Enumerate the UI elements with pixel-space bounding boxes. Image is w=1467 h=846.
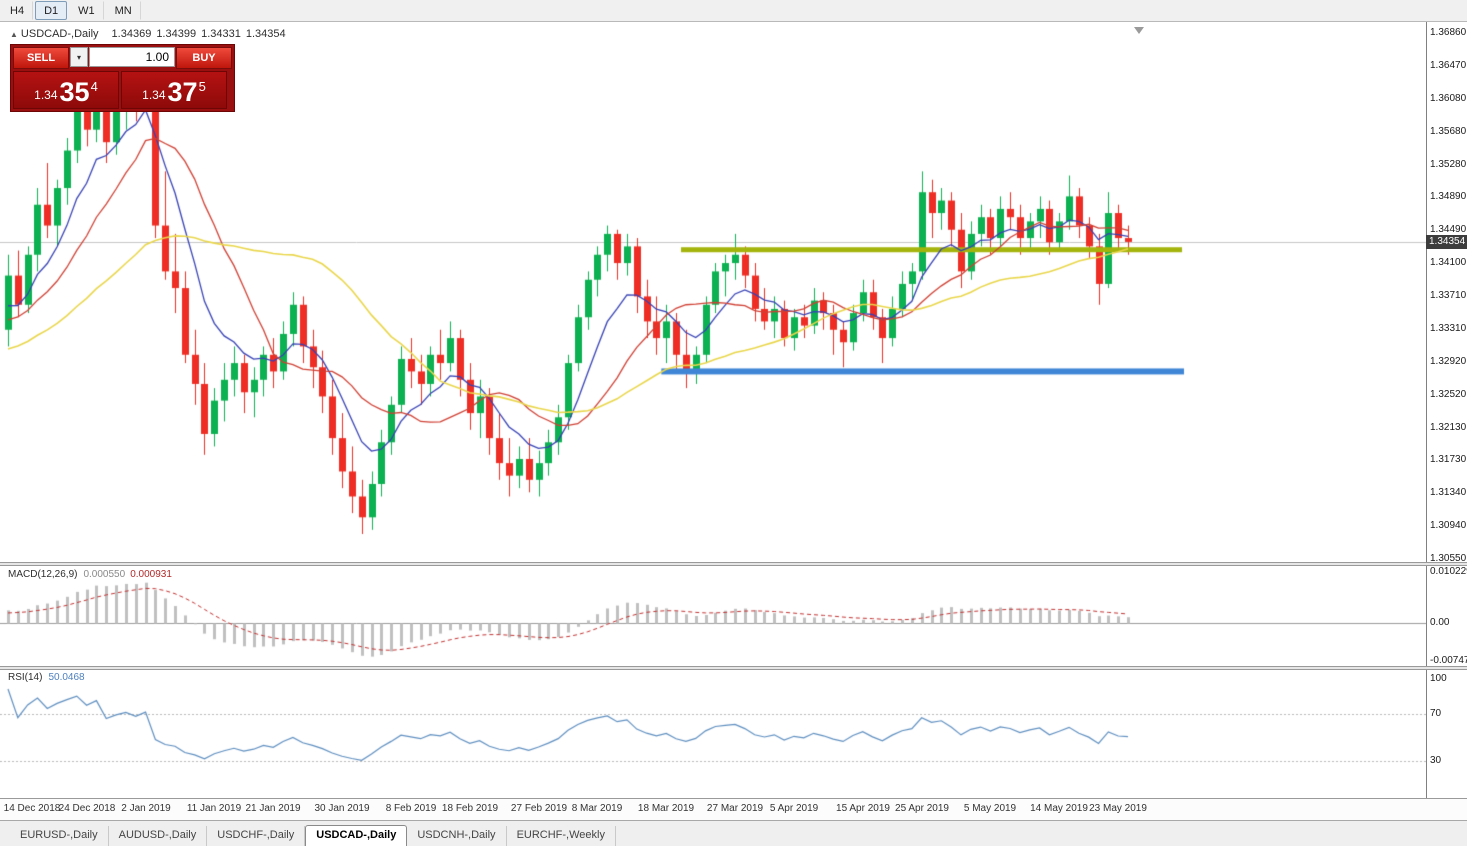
volume-dropdown-button[interactable]: ▾	[70, 47, 88, 67]
collapse-icon[interactable]: ▲	[10, 30, 18, 39]
date-axis[interactable]	[0, 798, 1467, 820]
ohlc-high: 1.34399	[156, 28, 197, 40]
sell-price-big: 35	[59, 77, 90, 107]
macd-main-value: 0.000550	[83, 569, 126, 580]
price-axis[interactable]	[1426, 21, 1467, 798]
timeframe-button[interactable]: H4	[1, 1, 34, 20]
one-click-trade-panel: SELL ▾ BUY 1.34 35 4 1.34 37 5	[10, 44, 235, 112]
buy-price-big: 37	[167, 77, 198, 107]
ohlc-close: 1.34354	[245, 28, 286, 40]
timeframe-button[interactable]: D1	[35, 1, 68, 20]
panel-separator-macd[interactable]	[0, 562, 1467, 566]
symbol-tab[interactable]: EURCHF-,Weekly	[507, 826, 616, 846]
macd-name: MACD(12,26,9)	[8, 569, 78, 580]
symbol-tab[interactable]: USDCHF-,Daily	[207, 826, 306, 846]
chart-shift-marker-icon[interactable]	[1134, 27, 1144, 34]
rsi-indicator-label: RSI(14) 50.0468	[8, 672, 85, 683]
symbol-tab[interactable]: USDCNH-,Daily	[407, 826, 507, 846]
ohlc-low: 1.34331	[201, 28, 241, 40]
symbol-tab[interactable]: USDCAD-,Daily	[305, 825, 408, 846]
chevron-down-icon: ▾	[76, 52, 81, 62]
symbol-tab[interactable]: EURUSD-,Daily	[10, 826, 109, 846]
chart-header: ▲ USDCAD-,Daily 1.34369 1.34399 1.34331 1.343…	[10, 28, 286, 40]
current-price-badge: 1.34354	[1426, 235, 1467, 249]
timeframe-toolbar: H4 D1 W1 MN	[0, 0, 1467, 22]
timeframe-buttons: H4 D1 W1 MN	[0, 1, 142, 20]
macd-signal-value: 0.000931	[130, 569, 172, 580]
sell-price-prefix: 1.34	[34, 88, 58, 102]
sell-quote-panel[interactable]: 1.34 35 4	[13, 71, 119, 109]
symbol-tab[interactable]: AUDUSD-,Daily	[109, 826, 208, 846]
sell-button[interactable]: SELL	[13, 47, 69, 69]
sell-price-sup: 4	[90, 79, 98, 94]
symbol-tab-bar: EURUSD-,Daily AUDUSD-,Daily USDCHF-,Daily U…	[0, 820, 1467, 846]
buy-price-prefix: 1.34	[142, 88, 166, 102]
rsi-value: 50.0468	[48, 672, 85, 683]
buy-price-sup: 5	[198, 79, 206, 94]
timeframe-button[interactable]: MN	[106, 1, 141, 20]
panel-separator-rsi[interactable]	[0, 666, 1467, 670]
volume-input[interactable]	[89, 47, 175, 67]
timeframe-button[interactable]: W1	[69, 1, 104, 20]
macd-indicator-label: MACD(12,26,9) 0.000550 0.000931	[8, 569, 172, 580]
rsi-name: RSI(14)	[8, 672, 43, 683]
buy-quote-panel[interactable]: 1.34 37 5	[121, 71, 227, 109]
buy-button[interactable]: BUY	[176, 47, 232, 69]
chart-symbol-label: USDCAD-,Daily	[20, 28, 99, 40]
ohlc-open: 1.34369	[111, 28, 152, 40]
